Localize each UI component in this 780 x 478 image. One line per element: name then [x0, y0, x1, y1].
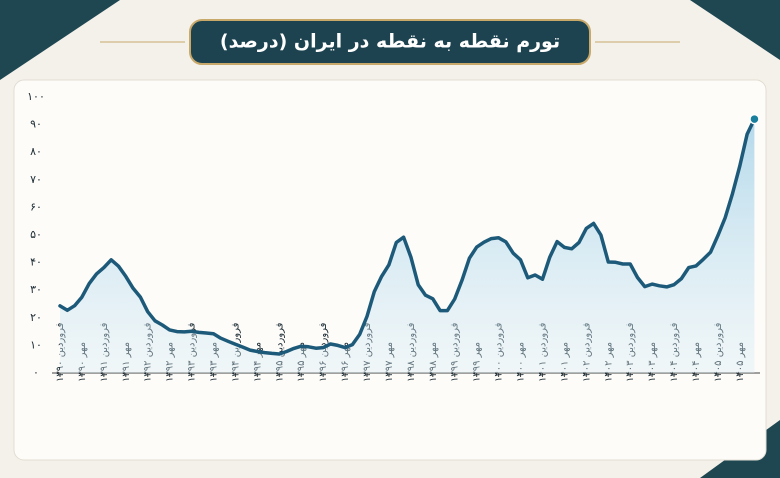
- y-tick-label: ۵۰: [30, 228, 42, 241]
- chart-title: تورم نقطه به نقطه در ایران (درصد): [220, 31, 560, 53]
- y-tick-label: ۹۰: [30, 118, 42, 131]
- y-tick-label: ۳۰: [30, 283, 42, 296]
- line: [58, 117, 757, 356]
- corner-decoration: [690, 0, 780, 60]
- y-tick-label: ۲۰: [30, 311, 42, 324]
- y-tick-label: ۸۰: [30, 145, 42, 158]
- y-tick-label: ۰: [33, 366, 39, 379]
- area: [60, 119, 755, 373]
- y-tick-label: ۴۰: [30, 256, 42, 269]
- y-tick-label: ۷۰: [30, 173, 42, 186]
- y-tick-label: ۶۰: [30, 200, 42, 213]
- y-tick-label: ۱۰۰: [27, 90, 45, 103]
- y-tick-label: ۱۰: [30, 338, 42, 351]
- corner-decoration: [0, 0, 120, 80]
- title-box: [189, 19, 591, 65]
- end-point: [749, 113, 760, 125]
